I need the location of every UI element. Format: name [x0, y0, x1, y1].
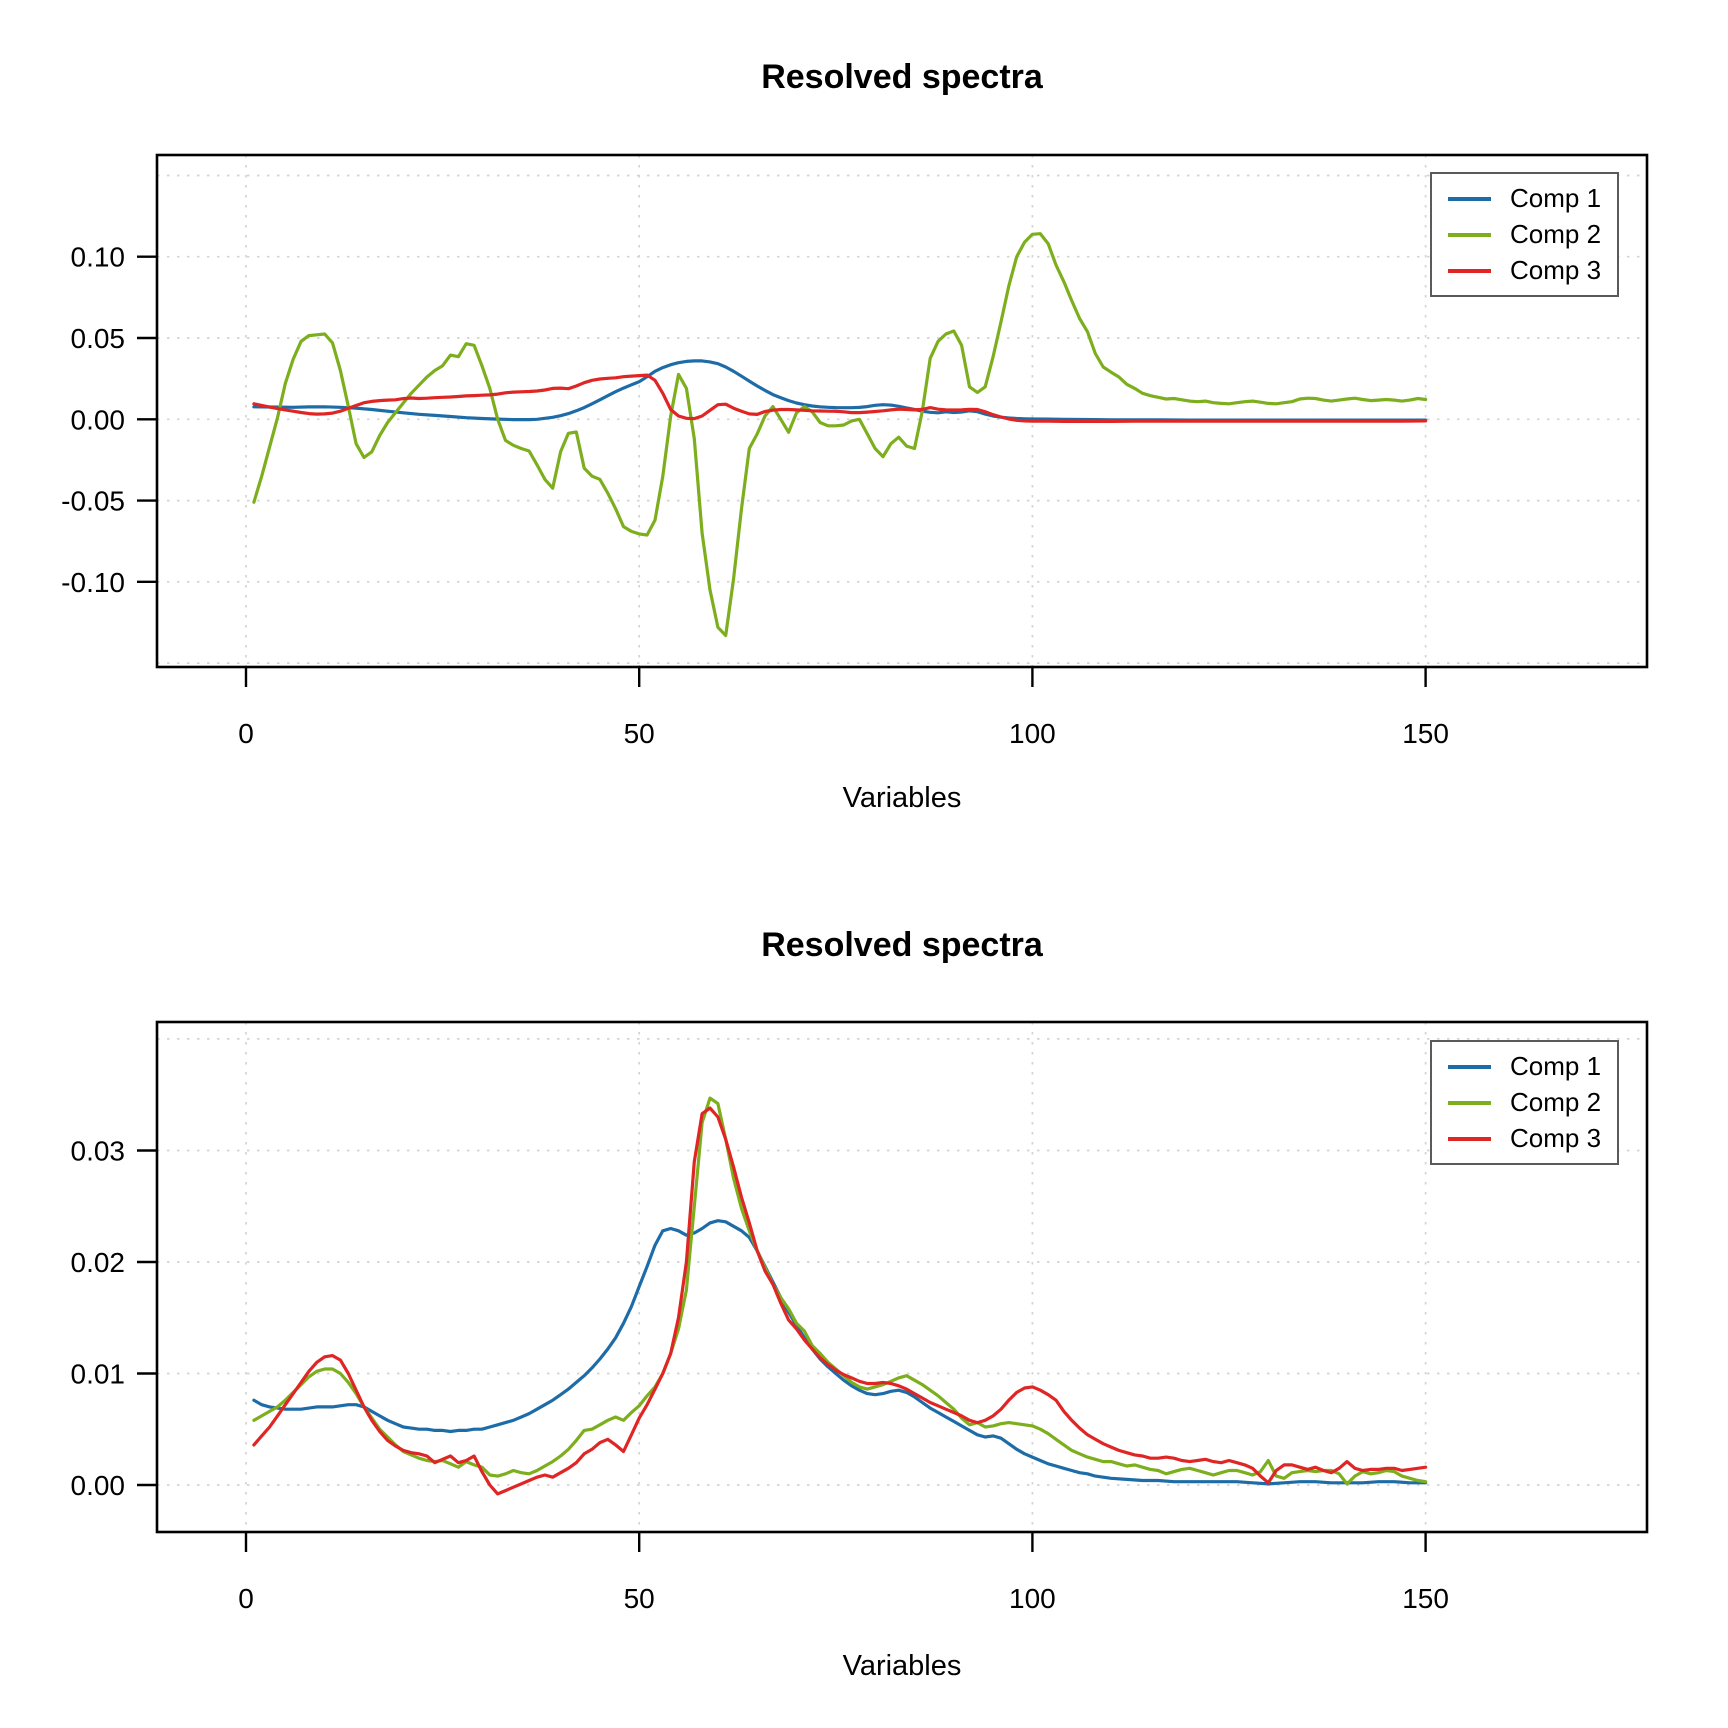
legend-label: Comp 1: [1510, 183, 1602, 213]
plot-region-2: 0 50 100 150 0.00 0.01 0.02 0.03: [71, 1020, 1649, 1614]
series-line-comp-2: [252, 232, 1428, 638]
plot-border: [155, 153, 1649, 669]
y-tick-label: 0.00: [71, 1470, 126, 1501]
comp3-line-swatch: [1448, 1136, 1491, 1141]
comp3-line-swatch: [1448, 268, 1491, 273]
x-tick-label: 100: [1009, 1583, 1056, 1614]
y-tick-label: 0.03: [71, 1136, 126, 1167]
legend-label: Comp 3: [1510, 255, 1602, 285]
chart1-title: Resolved spectra: [761, 58, 1043, 96]
x-tick-label: 0: [238, 1583, 254, 1614]
legend-item-comp3: Comp 3: [1448, 257, 1617, 284]
comp2-line-swatch: [1448, 232, 1491, 237]
series-line-comp-1: [252, 1219, 1428, 1486]
comp2-line-swatch: [1448, 1100, 1491, 1105]
legend-label: Comp 3: [1510, 1123, 1602, 1153]
y-tick-label: 0.00: [71, 404, 126, 435]
legend-item-comp2: Comp 2: [1448, 1089, 1617, 1116]
legend-label: Comp 2: [1510, 1087, 1602, 1117]
x-tick-label: 150: [1402, 1583, 1449, 1614]
series-line-comp-2: [252, 1096, 1428, 1486]
series-line-comp-3: [252, 373, 1428, 423]
x-tick-label: 100: [1009, 718, 1056, 749]
chart1-x-axis-title: Variables: [842, 782, 962, 814]
series-line-comp-3: [252, 1106, 1428, 1496]
legend-item-comp3: Comp 3: [1448, 1125, 1617, 1152]
chart2-x-axis-title: Variables: [842, 1650, 962, 1682]
plot-region-1: 0 50 100 150 -0.10 -0.05 0.00 0.05 0.10: [61, 153, 1649, 749]
y-tick-label: 0.01: [71, 1359, 126, 1390]
plot-border: [155, 1020, 1649, 1534]
legend-label: Comp 1: [1510, 1051, 1602, 1081]
comp1-line-swatch: [1448, 1064, 1491, 1069]
chart2-title: Resolved spectra: [761, 926, 1043, 964]
chart2-legend: Comp 1 Comp 2 Comp 3: [1430, 1040, 1619, 1165]
x-tick-label: 150: [1402, 718, 1449, 749]
y-tick-label: -0.05: [61, 486, 125, 517]
legend-item-comp1: Comp 1: [1448, 185, 1617, 212]
y-tick-label: -0.10: [61, 567, 125, 598]
y-tick-label: 0.02: [71, 1247, 126, 1278]
y-tick-label: 0.05: [71, 323, 126, 354]
chart1-legend: Comp 1 Comp 2 Comp 3: [1430, 172, 1619, 297]
x-tick-label: 0: [238, 718, 254, 749]
y-tick-label: 0.10: [71, 242, 126, 273]
x-tick-label: 50: [624, 718, 655, 749]
legend-item-comp2: Comp 2: [1448, 221, 1617, 248]
comp1-line-swatch: [1448, 196, 1491, 201]
legend-item-comp1: Comp 1: [1448, 1053, 1617, 1080]
legend-label: Comp 2: [1510, 219, 1602, 249]
x-tick-label: 50: [624, 1583, 655, 1614]
